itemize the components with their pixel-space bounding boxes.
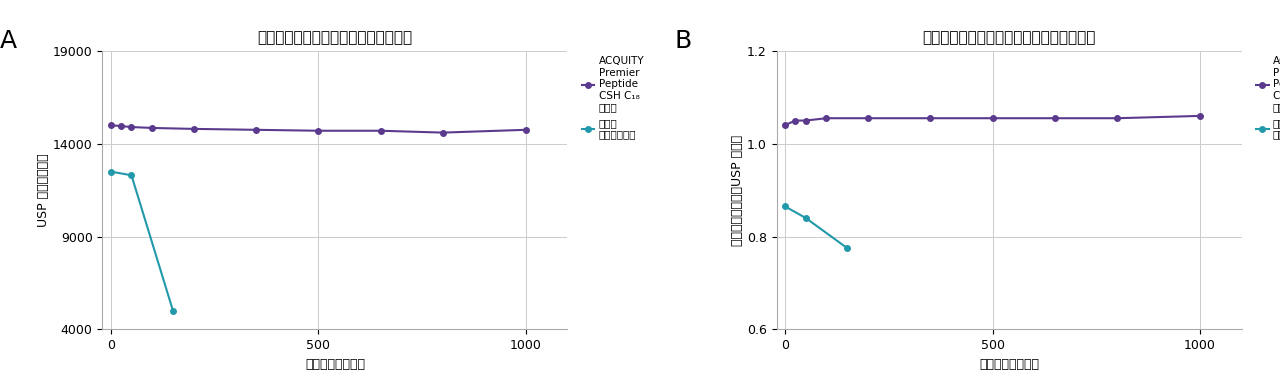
Title: 高圧サイクルによるテーリング係数の変化: 高圧サイクルによるテーリング係数の変化 xyxy=(923,31,1096,45)
ACQUITY
Premier
Peptide
CSH C₁₈
カラム xyxy=(860,116,876,121)
X-axis label: 高圧サイクル回数: 高圧サイクル回数 xyxy=(305,358,365,370)
ACQUITY
Premier
Peptide
CSH C₁₈
カラム xyxy=(787,118,803,123)
X-axis label: 高圧サイクル回数: 高圧サイクル回数 xyxy=(979,358,1039,370)
Y-axis label: USP プレート効率: USP プレート効率 xyxy=(37,153,50,227)
ACQUITY
Premier
Peptide
CSH C₁₈
カラム xyxy=(518,127,534,132)
Legend: ACQUITY
Premier
Peptide
CSH C₁₈
カラム, 他社製
チタンカラム: ACQUITY Premier Peptide CSH C₁₈ カラム, 他社製… xyxy=(1256,56,1280,140)
他社製
チタンカラム xyxy=(102,169,118,174)
Line: 他社製
チタンカラム: 他社製 チタンカラム xyxy=(782,203,850,251)
ACQUITY
Premier
Peptide
CSH C₁₈
カラム xyxy=(145,125,160,130)
ACQUITY
Premier
Peptide
CSH C₁₈
カラム xyxy=(777,123,792,127)
他社製
チタンカラム xyxy=(777,204,792,209)
Line: 他社製
チタンカラム: 他社製 チタンカラム xyxy=(108,169,175,314)
ACQUITY
Premier
Peptide
CSH C₁₈
カラム xyxy=(984,116,1000,121)
ACQUITY
Premier
Peptide
CSH C₁₈
カラム xyxy=(1110,116,1125,121)
Title: 高圧サイクルによるカラム効率の変化: 高圧サイクルによるカラム効率の変化 xyxy=(257,31,412,45)
ACQUITY
Premier
Peptide
CSH C₁₈
カラム xyxy=(797,118,813,123)
他社製
チタンカラム xyxy=(797,216,813,220)
Line: ACQUITY
Premier
Peptide
CSH C₁₈
カラム: ACQUITY Premier Peptide CSH C₁₈ カラム xyxy=(108,122,529,135)
Text: B: B xyxy=(675,29,691,53)
ACQUITY
Premier
Peptide
CSH C₁₈
カラム xyxy=(124,125,140,129)
Text: A: A xyxy=(0,29,17,53)
ACQUITY
Premier
Peptide
CSH C₁₈
カラム xyxy=(102,123,118,127)
他社製
チタンカラム xyxy=(840,246,855,250)
ACQUITY
Premier
Peptide
CSH C₁₈
カラム xyxy=(435,130,451,135)
Y-axis label: テーリング係数（USP 準拠）: テーリング係数（USP 準拠） xyxy=(731,134,744,246)
Legend: ACQUITY
Premier
Peptide
CSH C₁₈
カラム, 他社製
チタンカラム: ACQUITY Premier Peptide CSH C₁₈ カラム, 他社製… xyxy=(582,56,644,140)
ACQUITY
Premier
Peptide
CSH C₁₈
カラム xyxy=(248,127,264,132)
ACQUITY
Premier
Peptide
CSH C₁₈
カラム xyxy=(1047,116,1062,121)
ACQUITY
Premier
Peptide
CSH C₁₈
カラム xyxy=(311,129,326,133)
ACQUITY
Premier
Peptide
CSH C₁₈
カラム xyxy=(1193,114,1208,118)
他社製
チタンカラム xyxy=(165,309,180,313)
ACQUITY
Premier
Peptide
CSH C₁₈
カラム xyxy=(923,116,938,121)
ACQUITY
Premier
Peptide
CSH C₁₈
カラム xyxy=(819,116,835,121)
ACQUITY
Premier
Peptide
CSH C₁₈
カラム xyxy=(114,124,129,129)
ACQUITY
Premier
Peptide
CSH C₁₈
カラム xyxy=(186,127,201,131)
他社製
チタンカラム xyxy=(124,173,140,178)
Line: ACQUITY
Premier
Peptide
CSH C₁₈
カラム: ACQUITY Premier Peptide CSH C₁₈ カラム xyxy=(782,113,1203,128)
ACQUITY
Premier
Peptide
CSH C₁₈
カラム xyxy=(372,129,388,133)
